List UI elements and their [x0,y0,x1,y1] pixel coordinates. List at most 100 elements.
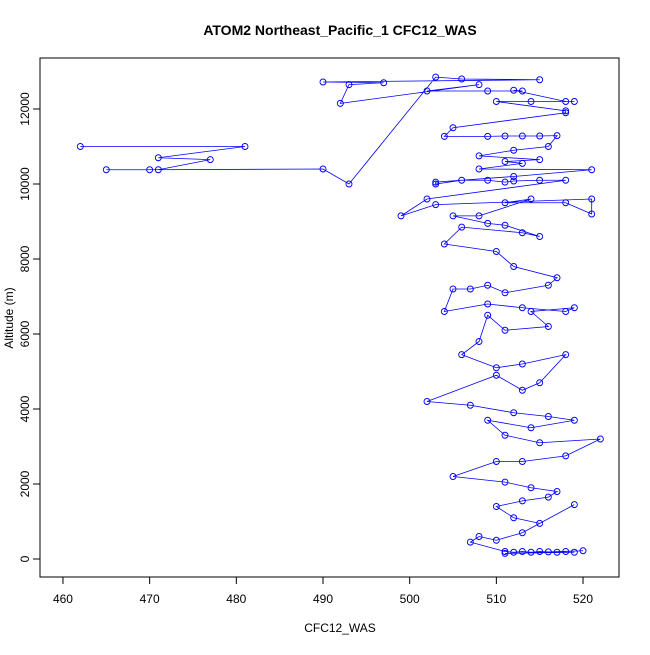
data-point [466,285,474,293]
data-point [432,201,440,209]
data-point [501,178,509,186]
data-point [146,166,154,174]
data-point [484,219,492,227]
data-point [458,351,466,359]
data-point [501,548,509,555]
data-point [562,98,570,105]
data-point [501,289,509,297]
data-point [475,81,483,89]
data-point [102,166,110,174]
data-point [458,75,466,83]
data-point [440,308,448,315]
data-point [562,109,570,117]
data-point [501,431,509,439]
data-point [536,132,544,140]
data-point [562,199,570,207]
y-tick-label: 2000 [18,470,32,497]
data-point [492,503,500,510]
data-point [544,413,552,420]
data-point [449,212,457,220]
data-point [562,176,570,184]
data-point [492,458,500,465]
data-point [449,473,457,480]
data-point [510,173,518,180]
chart-title: ATOM2 Northeast_Pacific_1 CFC12_WAS [203,22,476,38]
data-point [76,143,84,150]
data-point [562,351,570,359]
data-point [345,180,353,188]
data-point [518,497,526,505]
data-point [570,548,578,556]
x-tick-label: 520 [573,592,593,606]
plot-box [39,57,620,578]
data-point [544,281,552,289]
data-point [501,221,509,229]
data-point [579,547,587,555]
data-point [518,132,526,140]
data-point [544,493,552,501]
data-point [484,416,492,424]
data-point [596,435,604,443]
data-point [570,304,578,312]
data-point [536,519,544,527]
data-point [518,360,526,368]
data-point [484,132,492,140]
y-axis-label: Altitude (m) [2,287,16,348]
data-point [492,536,500,544]
y-tick-label: 4000 [18,395,32,422]
data-point [536,156,544,164]
data-point [492,364,500,372]
data-point [553,274,561,282]
data-point [562,107,570,115]
data-point [484,311,492,319]
data-point [510,409,518,417]
data-point [432,178,440,186]
data-point [527,308,535,315]
data-point [458,176,466,184]
data-point [518,529,526,537]
data-point [440,240,448,248]
data-point [553,548,561,556]
data-point [319,165,327,173]
data-point [588,195,596,203]
data-point [518,87,526,95]
data-point [553,488,561,495]
data-point [527,98,535,105]
x-tick-label: 460 [53,592,73,606]
y-tick-label: 8000 [18,245,32,272]
data-point [588,166,596,174]
data-point [466,538,474,546]
data-point [492,98,500,105]
data-point [536,439,544,447]
data-point [518,159,526,167]
data-point [475,533,483,540]
x-tick-label: 480 [226,592,246,606]
data-point [588,210,596,218]
data-point [527,484,535,492]
data-point [527,424,535,432]
data-point [432,180,440,188]
data-point [475,338,483,345]
data-point [492,248,500,255]
data-point [570,416,578,424]
data-point [527,548,535,556]
data-point [484,176,492,184]
data-point [518,229,526,237]
data-point [562,548,570,555]
data-point [466,401,474,409]
data-point [423,398,431,405]
data-point [458,223,466,231]
data-point [501,326,509,334]
x-tick-label: 490 [313,592,333,606]
data-point [544,143,552,150]
data-point [345,81,353,89]
data-point [501,549,509,557]
x-tick-label: 510 [486,592,506,606]
data-point [518,458,526,465]
data-point [475,152,483,160]
data-point [241,143,249,150]
data-point [562,452,570,460]
data-line [80,76,601,554]
